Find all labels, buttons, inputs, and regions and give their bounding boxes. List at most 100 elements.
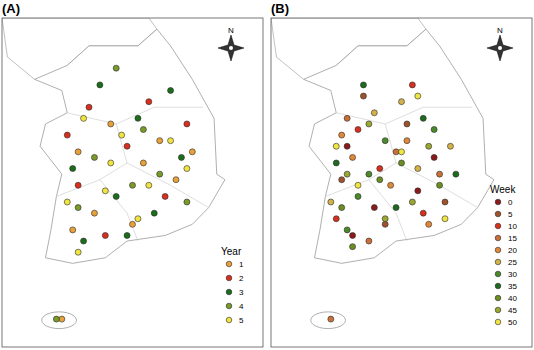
point <box>339 132 345 138</box>
point <box>350 154 356 160</box>
point <box>382 221 388 227</box>
point <box>157 171 163 177</box>
point <box>333 143 339 149</box>
compass: N <box>487 26 513 61</box>
legend-label: 0 <box>508 198 513 207</box>
point <box>113 193 119 199</box>
point <box>102 188 108 194</box>
point <box>399 149 405 155</box>
basemap <box>2 18 225 329</box>
point <box>415 93 421 99</box>
point <box>404 138 410 144</box>
province-border <box>56 180 138 241</box>
point <box>409 199 415 205</box>
point <box>70 227 76 233</box>
legend-label: 35 <box>508 282 517 291</box>
point <box>140 160 146 166</box>
legend-label: 15 <box>508 234 517 243</box>
point <box>344 143 350 149</box>
legend-label: 3 <box>239 288 244 297</box>
point <box>426 143 432 149</box>
point <box>53 316 59 322</box>
panel: (B)NWeek05101520253035404550 <box>271 1 532 347</box>
point <box>355 193 361 199</box>
point <box>328 199 334 205</box>
panel-title: (B) <box>271 1 289 16</box>
legend-label: 1 <box>239 260 244 269</box>
point <box>442 216 448 222</box>
coastline <box>42 312 77 329</box>
point <box>184 199 190 205</box>
point <box>75 182 81 188</box>
province-border <box>336 107 472 124</box>
legend-swatch <box>495 235 501 241</box>
legend-label: 45 <box>508 306 517 315</box>
point <box>146 182 152 188</box>
coastline <box>35 29 225 263</box>
point <box>91 154 97 160</box>
compass: N <box>218 26 244 61</box>
legend-label: 25 <box>508 258 517 267</box>
point <box>102 232 108 238</box>
coastline <box>304 29 494 263</box>
province-border <box>127 163 209 208</box>
figure: (A)NYear12345(B)NWeek0510152025303540455… <box>0 0 534 350</box>
plot-frame <box>2 18 263 347</box>
legend-label: 5 <box>508 210 513 219</box>
province-border <box>396 163 478 208</box>
point <box>75 149 81 155</box>
point <box>366 121 372 127</box>
compass-center <box>229 46 233 50</box>
compass-center <box>498 46 502 50</box>
legend: Week05101520253035404550 <box>490 184 517 327</box>
point <box>447 143 453 149</box>
legend-swatch <box>495 319 501 325</box>
point <box>333 216 339 222</box>
point <box>409 82 415 88</box>
legend-title: Year <box>221 246 242 257</box>
legend-title: Week <box>490 184 516 195</box>
point <box>371 205 377 211</box>
point <box>97 82 103 88</box>
legend-swatch <box>495 271 501 277</box>
legend-swatch <box>495 199 501 205</box>
point <box>81 238 87 244</box>
point <box>355 127 361 133</box>
point <box>366 238 372 244</box>
point <box>328 316 334 322</box>
province-border <box>325 180 407 241</box>
legend-swatch <box>495 307 501 313</box>
legend-swatch <box>226 261 232 267</box>
legend-label: 10 <box>508 222 517 231</box>
legend-label: 2 <box>239 274 244 283</box>
legend-label: 50 <box>508 318 517 327</box>
point <box>135 216 141 222</box>
point <box>333 160 339 166</box>
basemap <box>271 18 494 329</box>
point <box>415 166 421 172</box>
point <box>135 115 141 121</box>
compass-label: N <box>228 26 234 35</box>
point <box>151 210 157 216</box>
point <box>377 166 383 172</box>
points <box>328 82 459 322</box>
point <box>91 210 97 216</box>
point <box>355 182 361 188</box>
legend-label: 30 <box>508 270 517 279</box>
legend-swatch <box>495 259 501 265</box>
point <box>360 82 366 88</box>
point <box>75 205 81 211</box>
point <box>173 177 179 183</box>
point <box>119 132 125 138</box>
legend-swatch <box>495 283 501 289</box>
point <box>59 316 65 322</box>
point <box>399 99 405 105</box>
legend-swatch <box>495 211 501 217</box>
point <box>157 138 163 144</box>
point <box>350 232 356 238</box>
point <box>371 110 377 116</box>
point <box>431 154 437 160</box>
point <box>184 121 190 127</box>
province-border <box>100 124 127 180</box>
point <box>388 182 394 188</box>
